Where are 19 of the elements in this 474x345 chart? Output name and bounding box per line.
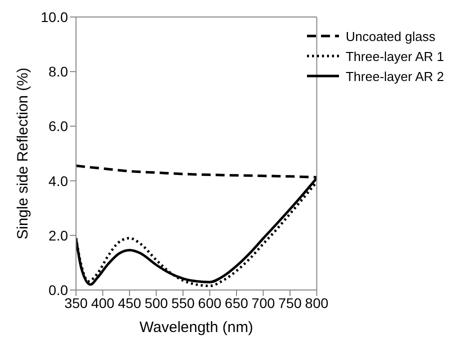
x-tick-label: 550	[171, 294, 195, 311]
legend-label: Three-layer AR 2	[346, 68, 444, 84]
y-tick-label: 8.0	[48, 64, 68, 80]
y-tick-label: 6.0	[48, 118, 68, 134]
x-tick-label: 600	[198, 294, 222, 311]
legend-label: Three-layer AR 1	[346, 48, 444, 64]
x-tick-label: 700	[252, 294, 276, 311]
x-tick-label: 650	[224, 294, 248, 311]
x-tick-label: 450	[118, 294, 142, 311]
x-tick-label: 400	[91, 294, 115, 311]
y-axis-title: Single side Reflection (%)	[14, 68, 32, 240]
x-tick-label: 750	[278, 294, 302, 311]
x-axis-title: Wavelength (nm)	[140, 319, 254, 336]
x-tick-label: 800	[305, 294, 329, 311]
y-tick-label: 4.0	[48, 172, 68, 189]
legend-label: Uncoated glass	[346, 28, 436, 44]
y-tick-label: 2.0	[48, 227, 68, 244]
x-tick-label: 500	[144, 294, 168, 311]
y-tick-label: 10.0	[40, 8, 68, 25]
